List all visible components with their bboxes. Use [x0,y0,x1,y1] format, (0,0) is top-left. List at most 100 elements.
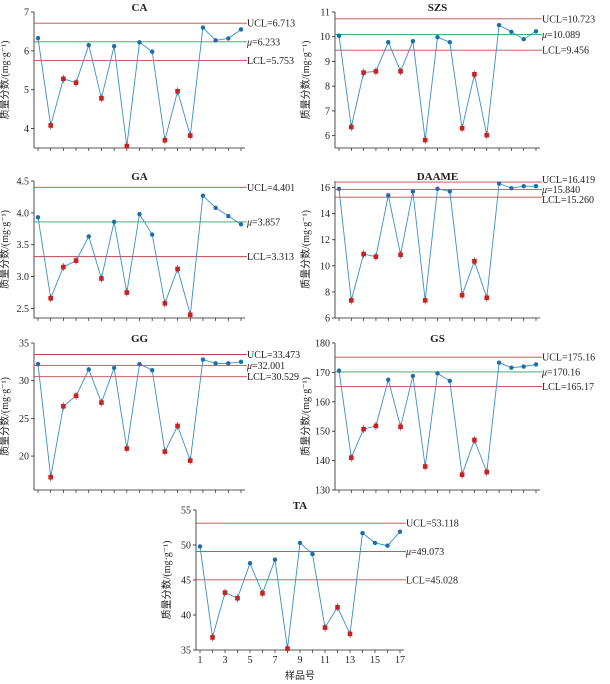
data-point-out-of-control [48,123,53,128]
chart-panel-szs: 6 7 8 9 10 11 UCL=10.723 μ=10.089 LCL=9.456 SZS 质量… [299,2,595,151]
data-point [137,40,142,45]
y-tick-label: 25 [19,414,29,425]
y-tick-label: 14 [320,209,330,220]
data-point [397,529,403,534]
data-point-out-of-control [99,400,104,405]
data-point-out-of-control [361,70,366,75]
data-point [149,49,155,54]
y-tick-label: 12 [320,235,330,246]
chart-title: SZS [428,2,448,14]
y-tick-label: 160 [315,397,330,408]
data-point-out-of-control [349,455,354,460]
data-point [111,219,117,224]
ucl-label: UCL=53.118 [406,519,459,530]
lcl-label: LCL=5.753 [247,56,294,67]
y-tick-label: 5 [24,85,29,96]
data-point-out-of-control [175,423,180,429]
x-tick-label: 13 [345,655,355,666]
mean-label: μ=170.16 [541,367,580,378]
data-point-out-of-control [260,591,265,596]
y-tick-label: 10 [320,32,330,43]
series-line [338,182,536,301]
data-point [509,185,514,191]
data-point [509,365,514,370]
data-point [226,36,231,41]
y-tick-label: 2.5 [17,304,30,315]
ucl-label: UCL=4.401 [247,183,295,194]
y-tick-label: 6 [24,46,29,57]
y-axis-label: 质量分数/(mg·g⁻¹) [299,41,312,120]
mean-label: μ=32.001 [246,361,285,372]
y-tick-label: 45 [181,576,191,587]
data-point-out-of-control [349,124,354,130]
y-tick-label: 4.0 [17,208,30,219]
y-tick-label: 3.5 [17,240,30,251]
data-point [149,232,155,237]
data-point [435,186,440,192]
data-point [386,193,391,198]
data-point [86,234,91,239]
data-point [35,361,41,367]
lcl-label: LCL=9.456 [542,46,589,57]
y-tick-label: 35 [181,646,191,657]
data-point [447,189,453,194]
y-tick-label: 11 [320,8,330,19]
lcl-label: LCL=3.313 [247,252,294,263]
data-point-out-of-control [472,258,477,264]
chart-panel-gs: 130 140 150 160 170 180 UCL=175.16 μ=170.16 LCL=… [299,333,595,497]
chart-title: GS [430,333,445,345]
data-point [410,189,416,194]
data-point [372,540,378,546]
data-point-out-of-control [335,605,340,610]
y-tick-label: 40 [181,611,191,622]
chart-title: DAAME [417,171,459,183]
data-point [447,378,453,384]
data-point-out-of-control [484,469,490,475]
data-point-out-of-control [373,254,379,259]
data-point-out-of-control [162,301,168,306]
data-point [385,543,390,548]
y-axis-label: 质量分数/(mg·g⁻¹) [299,377,312,456]
data-point-out-of-control [124,143,130,149]
data-point [533,184,539,189]
data-point-out-of-control [361,251,366,257]
data-point-out-of-control [73,80,79,86]
data-point-out-of-control [222,590,228,595]
y-tick-label: 55 [181,506,191,517]
ucl-label: UCL=175.16 [542,353,595,364]
y-axis-label: 质量分数/(mg·g⁻¹) [160,541,173,620]
data-point-out-of-control [472,437,477,443]
data-point [213,38,218,43]
x-axis-label: 样品号 [285,669,315,682]
chart-panel-ga: 2.5 3.0 3.5 4.0 4.5 UCL=4.401 μ=3.857 LCL=3.313… [0,171,295,321]
y-tick-label: 8 [325,287,330,298]
data-point [410,373,416,379]
data-point [435,35,440,40]
data-point [213,361,218,366]
y-tick-label: 35 [19,339,29,350]
data-point [111,365,117,371]
data-point-out-of-control [73,258,79,263]
y-tick-label: 150 [315,427,330,438]
data-point [336,368,342,373]
x-tick-label: 1 [198,655,203,666]
data-point-out-of-control [124,290,130,295]
data-point-out-of-control [347,631,353,637]
data-point [521,184,526,189]
y-tick-label: 180 [315,339,330,350]
data-point [496,22,502,28]
data-point-out-of-control [99,95,104,101]
mean-label: μ=10.089 [541,30,580,41]
y-tick-label: 4 [24,124,29,135]
data-point-out-of-control [373,423,379,429]
data-point [386,39,391,45]
y-axis-label: 质量分数/(mg·g⁻¹) [299,210,312,289]
data-point [435,371,440,376]
data-point-out-of-control [349,298,354,303]
data-point-out-of-control [472,72,477,77]
data-point-out-of-control [187,133,193,138]
y-tick-label: 9 [325,57,330,68]
data-point-out-of-control [398,424,403,430]
lcl-label: LCL=15.260 [542,195,594,206]
